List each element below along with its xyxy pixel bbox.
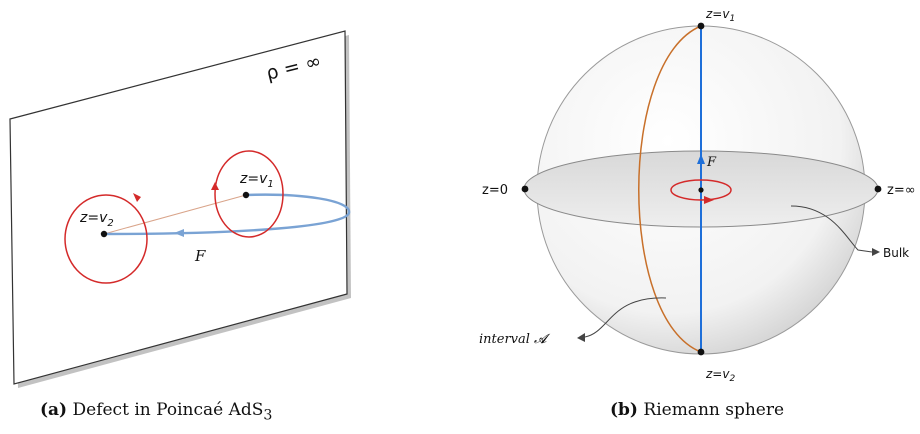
boundary-plane [9,30,348,385]
red-loop-v2 [64,194,148,284]
point-center [698,187,704,193]
panel-a: ρ = ∞ z=v1 z=v2 F [9,30,351,388]
interval-pointer-arrow [577,333,585,342]
connecting-line [103,194,247,235]
defect-curve-arrow [174,229,184,237]
red-loop-center-arrow [704,196,714,204]
label-v1: z=v1 [239,171,274,190]
red-loop-v1 [214,150,284,238]
label-f-a: F [194,247,206,265]
bulk-pointer [790,205,873,253]
label-top: z=v1 [705,7,735,24]
label-bottom: z=v2 [705,367,735,384]
point-bottom [697,348,705,356]
defect-curve-f [103,193,351,236]
caption-a: (a) Defect in Poincaé AdS3 [40,400,273,424]
interval-pointer [584,297,667,338]
point-v2 [100,230,108,238]
label-right: z=∞ [887,183,916,198]
point-left [521,185,529,193]
point-top [697,22,705,30]
red-loop-v1-arrow [211,182,219,190]
interval-meridian [638,25,702,353]
label-bulk: Bulk [883,246,909,260]
panel-b: z=v1 z=v2 z=0 z=∞ F Bulk interval 𝓐 [479,7,916,384]
caption-b: (b) Riemann sphere [610,400,785,420]
red-loop-v2-arrow [133,193,141,202]
point-right [874,185,882,193]
blue-axis-arrow [697,154,705,164]
label-interval: interval 𝓐 [479,332,551,347]
label-left: z=0 [482,183,508,198]
label-v2: z=v2 [79,210,114,229]
point-v1 [242,191,250,199]
label-f-b: F [706,155,717,170]
red-loop-center [670,179,732,201]
bulk-pointer-arrow [872,248,880,256]
